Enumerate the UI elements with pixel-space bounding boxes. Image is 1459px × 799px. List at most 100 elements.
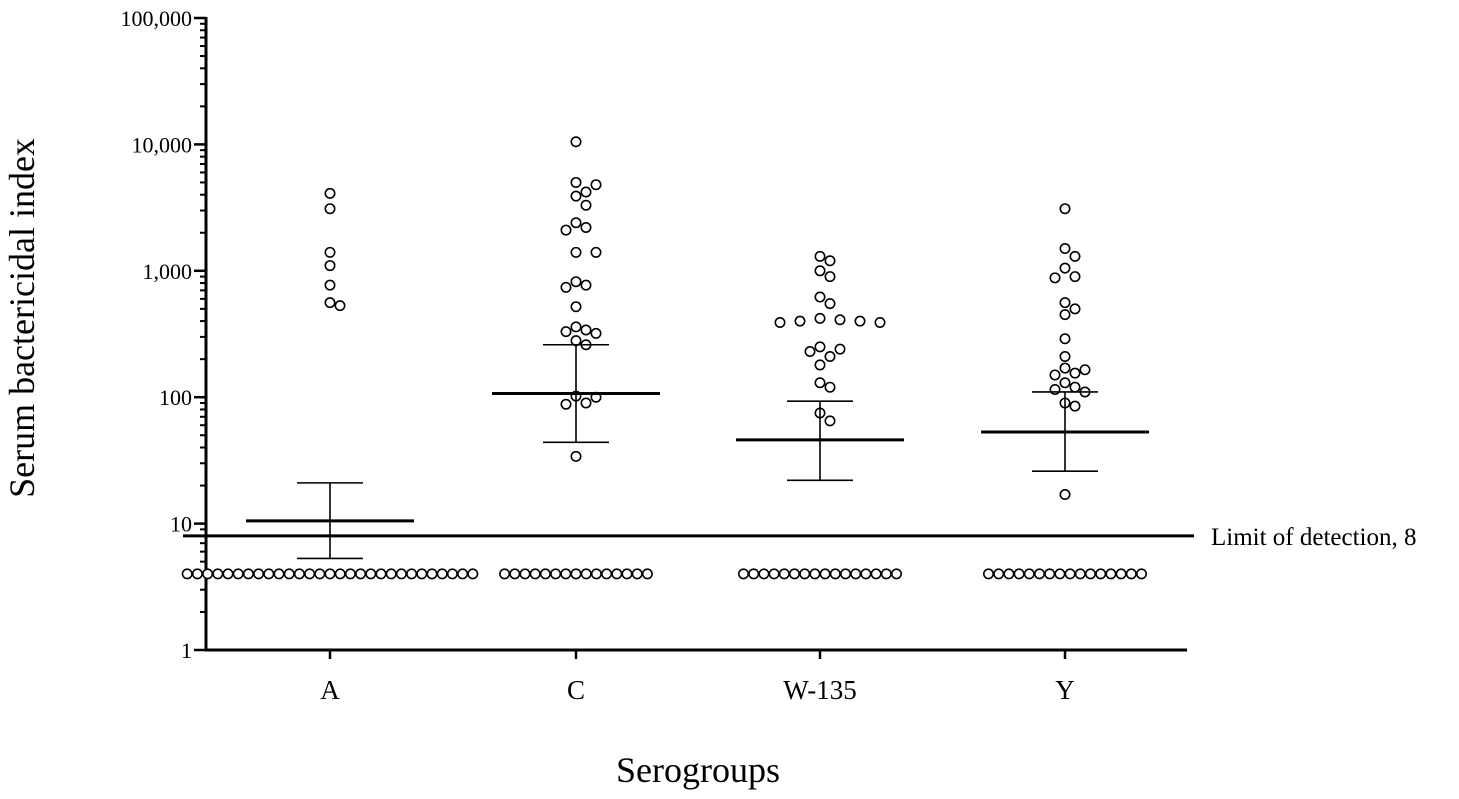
data-point xyxy=(324,246,336,258)
data-point-below-detection xyxy=(1023,568,1035,580)
data-point-below-detection xyxy=(590,568,602,580)
data-point xyxy=(1059,350,1071,362)
data-point-below-detection xyxy=(324,568,336,580)
data-point-below-detection xyxy=(788,568,800,580)
data-point-below-detection xyxy=(365,568,377,580)
axes xyxy=(204,17,1187,659)
data-point-below-detection xyxy=(212,568,224,580)
data-point xyxy=(560,281,572,293)
data-point-below-detection xyxy=(375,568,387,580)
data-point xyxy=(1069,250,1081,262)
data-point xyxy=(570,246,582,258)
data-point xyxy=(570,136,582,148)
data-point xyxy=(324,260,336,272)
y-tick-label: 1,000 xyxy=(143,259,193,284)
data-point xyxy=(814,312,826,324)
data-point xyxy=(570,321,582,333)
data-point-below-detection xyxy=(191,568,203,580)
data-point-below-detection xyxy=(1125,568,1137,580)
data-point-below-detection xyxy=(580,568,592,580)
data-point xyxy=(570,190,582,202)
data-point xyxy=(580,397,592,409)
data-point-below-detection xyxy=(601,568,613,580)
data-point xyxy=(814,359,826,371)
data-point xyxy=(334,300,346,312)
data-point-below-detection xyxy=(560,568,572,580)
data-point-below-detection xyxy=(395,568,407,580)
data-point xyxy=(1059,309,1071,321)
data-point-below-detection xyxy=(467,568,479,580)
data-point xyxy=(1049,384,1061,396)
data-point-below-detection xyxy=(263,568,275,580)
data-point xyxy=(794,315,806,327)
data-point-below-detection xyxy=(870,568,882,580)
x-axis-title: Serogroups xyxy=(616,750,780,790)
data-point-below-detection xyxy=(181,568,193,580)
chart-labels: A C W-135 Y xyxy=(320,675,1075,705)
data-point xyxy=(814,265,826,277)
data-point xyxy=(324,297,336,309)
data-point-below-detection xyxy=(283,568,295,580)
data-point xyxy=(580,199,592,211)
data-point xyxy=(874,316,886,328)
y-tick-label: 10 xyxy=(170,512,192,537)
data-point xyxy=(1059,262,1071,274)
data-point-below-detection xyxy=(253,568,265,580)
data-point-below-detection xyxy=(1044,568,1056,580)
data-point-below-detection xyxy=(529,568,541,580)
y-ticks: 1 10 100 1,000 10,000 100,000 xyxy=(121,6,206,663)
data-point xyxy=(560,326,572,338)
data-point-below-detection xyxy=(631,568,643,580)
data-point xyxy=(324,187,336,199)
data-point-below-detection xyxy=(768,568,780,580)
data-point-below-detection xyxy=(1074,568,1086,580)
data-point-below-detection xyxy=(519,568,531,580)
data-point xyxy=(590,327,602,339)
y-tick-label: 100,000 xyxy=(121,6,193,31)
x-tick-label: W-135 xyxy=(783,675,857,705)
data-point xyxy=(1069,271,1081,283)
data-point xyxy=(324,203,336,215)
data-point xyxy=(1059,297,1071,309)
data-point xyxy=(804,345,816,357)
data-point xyxy=(1069,381,1081,393)
data-point xyxy=(814,250,826,262)
data-point xyxy=(580,222,592,234)
data-point xyxy=(824,255,836,267)
data-point-below-detection xyxy=(1115,568,1127,580)
y-tick-label: 100 xyxy=(159,385,192,410)
data-point-below-detection xyxy=(839,568,851,580)
data-point xyxy=(580,279,592,291)
data-point xyxy=(1059,333,1071,345)
data-point-below-detection xyxy=(1136,568,1148,580)
data-point xyxy=(590,179,602,191)
data-point-below-detection xyxy=(641,568,653,580)
data-point-below-detection xyxy=(758,568,770,580)
data-point-below-detection xyxy=(499,568,511,580)
data-point-below-detection xyxy=(1095,568,1107,580)
data-point-below-detection xyxy=(1105,568,1117,580)
y-tick-label: 10,000 xyxy=(132,132,193,157)
data-point-below-detection xyxy=(880,568,892,580)
data-point xyxy=(570,217,582,229)
data-point-below-detection xyxy=(809,568,821,580)
data-point xyxy=(570,301,582,313)
data-point xyxy=(854,315,866,327)
data-point-below-detection xyxy=(232,568,244,580)
data-point xyxy=(570,176,582,188)
data-point-below-detection xyxy=(570,568,582,580)
data-point-below-detection xyxy=(334,568,346,580)
data-point xyxy=(1059,377,1071,389)
data-point xyxy=(590,246,602,258)
data-point-below-detection xyxy=(436,568,448,580)
chart-marks xyxy=(181,136,1149,580)
data-point xyxy=(1049,369,1061,381)
data-point xyxy=(560,398,572,410)
data-point xyxy=(560,224,572,236)
y-axis-title: Serum bactericidal index xyxy=(2,138,42,498)
data-point xyxy=(824,350,836,362)
data-point-below-detection xyxy=(426,568,438,580)
data-point xyxy=(824,415,836,427)
data-point xyxy=(580,186,592,198)
